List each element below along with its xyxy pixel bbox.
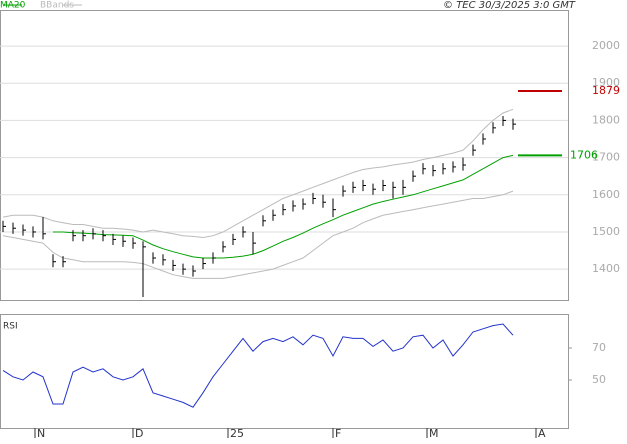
y-tick-label: 1900 (592, 76, 620, 89)
source: © TEC 30/3/2025 3:0 GMT (443, 0, 576, 11)
x-tick-label: 25 (230, 427, 244, 440)
y-tick-label: 1600 (592, 188, 620, 201)
legend-bbands: BBands (40, 1, 74, 11)
x-tick-label: A (538, 427, 546, 440)
rsi-line (2, 323, 514, 408)
rsi-tick-label: 50 (592, 373, 606, 386)
rsi-panel (0, 314, 569, 429)
y-tick-label: 2000 (592, 39, 620, 52)
main-panel (0, 10, 569, 301)
x-tick-label: N (37, 427, 45, 440)
x-tick-label: D (135, 427, 143, 440)
rsi-title: RSI (3, 322, 18, 332)
y-tick-label: 1400 (592, 262, 620, 275)
level-label: 1706 (570, 148, 598, 161)
rsi-tick-label: 70 (592, 341, 606, 354)
level-label: 1879 (592, 84, 620, 97)
y-tick-label: 1500 (592, 225, 620, 238)
y-tick-label: 1700 (592, 151, 620, 164)
y-tick-label: 1800 (592, 113, 620, 126)
x-tick-label: M (429, 427, 439, 440)
bband-upper (2, 108, 514, 239)
bband-lower (2, 190, 514, 279)
ma20-line (53, 154, 514, 259)
legend-ma20: MA20 (0, 1, 26, 11)
x-tick-label: F (335, 427, 341, 440)
